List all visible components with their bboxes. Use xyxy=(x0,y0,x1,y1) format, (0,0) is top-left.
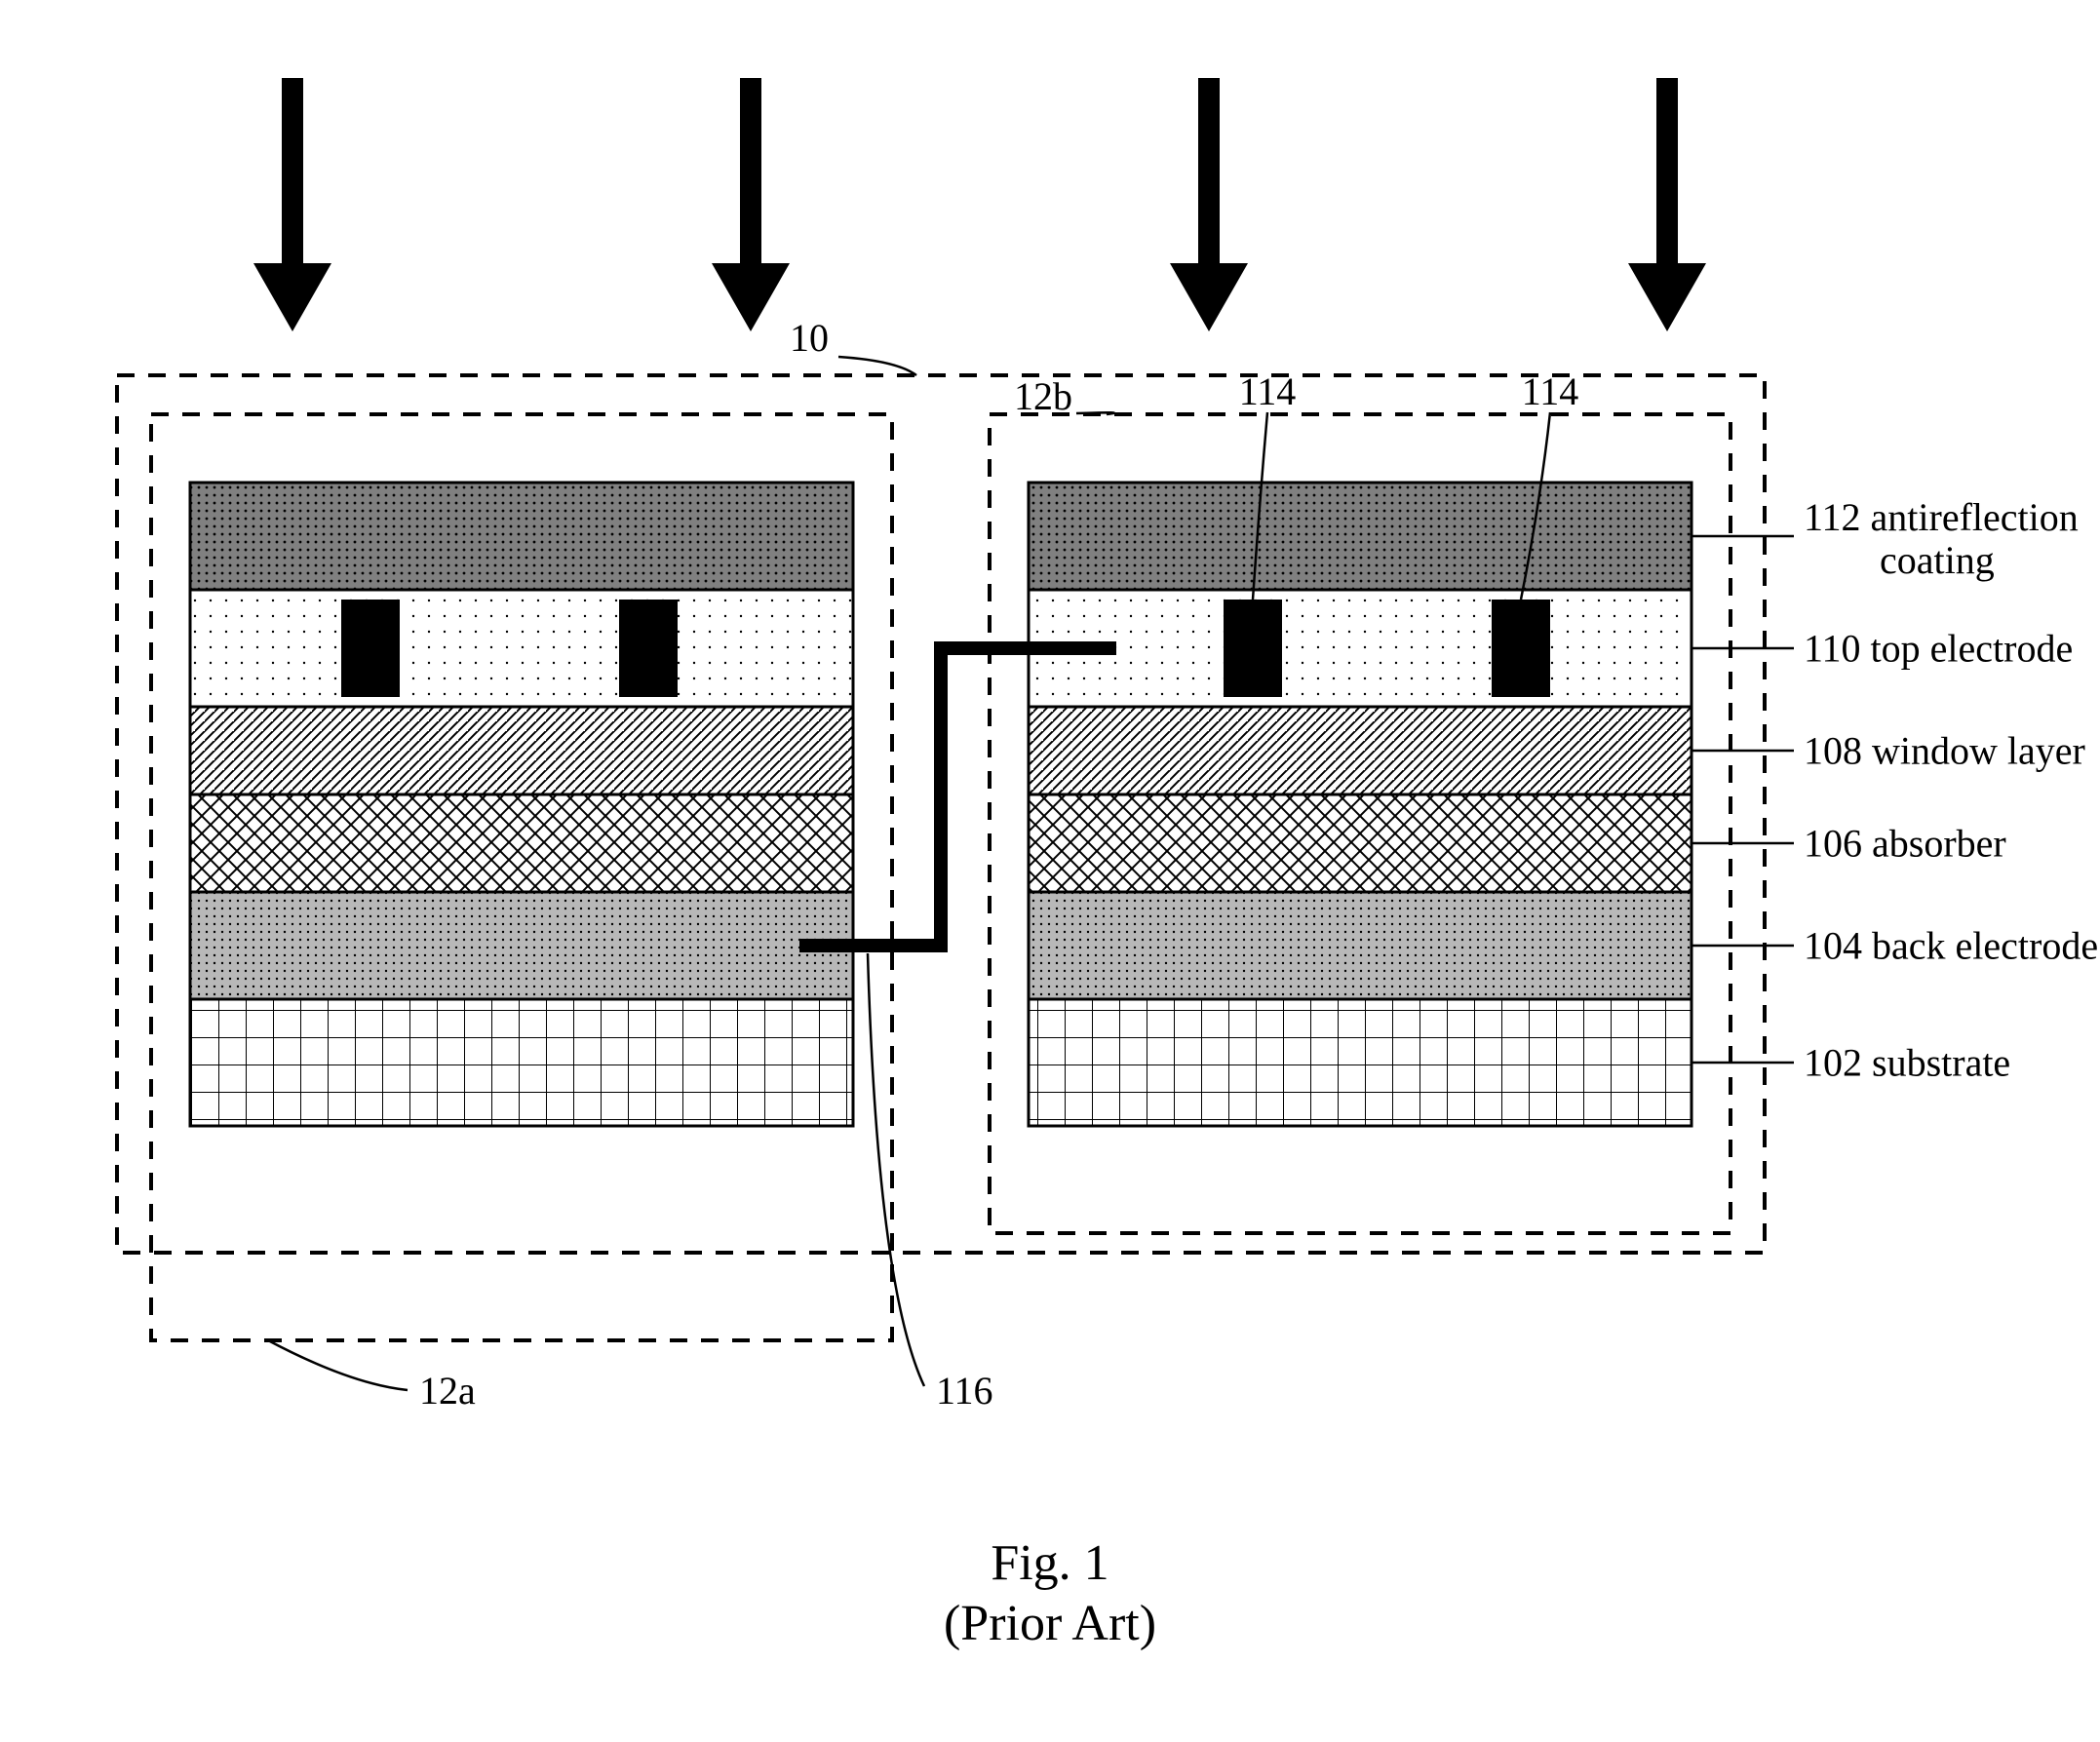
leader-10 xyxy=(838,357,916,375)
layer-108 xyxy=(1029,707,1692,794)
incident-light-arrow xyxy=(712,78,790,331)
layer-110 xyxy=(1029,590,1692,707)
figure-caption-sub: (Prior Art) xyxy=(944,1596,1156,1651)
contact-114 xyxy=(1492,600,1550,697)
ref-114: 114 xyxy=(1522,369,1579,413)
leader-12a xyxy=(268,1340,408,1390)
label-112-2: coating xyxy=(1880,538,1995,582)
layer-112 xyxy=(1029,483,1692,590)
figure-caption: Fig. 1 xyxy=(991,1535,1108,1591)
ref-12a: 12a xyxy=(419,1369,476,1413)
layer-112 xyxy=(190,483,853,590)
label-104: 104 back electrode xyxy=(1804,923,2098,967)
layer-106 xyxy=(190,794,853,892)
incident-light-arrow xyxy=(1628,78,1706,331)
layer-104 xyxy=(190,892,853,999)
ref-10: 10 xyxy=(790,316,829,360)
layer-104 xyxy=(1029,892,1692,999)
layer-102 xyxy=(190,999,853,1126)
ref-114: 114 xyxy=(1239,369,1297,413)
contact-114 xyxy=(1224,600,1282,697)
ref-12b: 12b xyxy=(1014,374,1072,418)
leader-116 xyxy=(868,953,924,1386)
layer-106 xyxy=(1029,794,1692,892)
label-106: 106 absorber xyxy=(1804,821,2006,865)
layer-110 xyxy=(190,590,853,707)
layer-108 xyxy=(190,707,853,794)
incident-light-arrow xyxy=(1170,78,1248,331)
patent-figure-1: 112 antireflectioncoating 110 top electro… xyxy=(0,0,2100,1742)
label-108: 108 window layer xyxy=(1804,728,2085,772)
contact-114 xyxy=(341,600,400,697)
label-102: 102 substrate xyxy=(1804,1040,2010,1084)
label-110: 110 top electrode xyxy=(1804,626,2073,670)
label-112: 112 antireflection xyxy=(1804,495,2079,539)
layer-102 xyxy=(1029,999,1692,1126)
incident-light-arrow xyxy=(253,78,331,331)
ref-116: 116 xyxy=(936,1369,993,1413)
contact-114 xyxy=(619,600,678,697)
